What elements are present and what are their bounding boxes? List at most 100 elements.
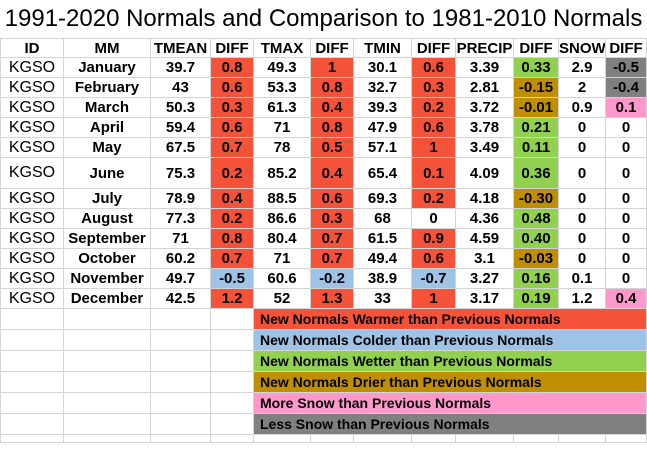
table-cell: 60.2: [150, 248, 211, 269]
table-cell: 49.4: [353, 248, 412, 269]
legend-swatch: Less Snow than Previous Normals: [253, 413, 647, 435]
table-row: KGSO February 43 0.6 53.3 0.8 32.7 0.3 2.81 -0.15…: [0, 77, 647, 98]
legend-swatch: New Normals Colder than Previous Normals: [253, 329, 647, 351]
empty-cell: [513, 434, 559, 443]
table-cell: 4.36: [455, 208, 514, 229]
table-row: KGSO December 42.5 1.2 52 1.3 33 1 3.17 0.19 1.2 0.…: [0, 288, 647, 309]
legend-row: New Normals Warmer than Previous Normals: [0, 308, 647, 330]
table-body: ID MM TMEAN DIFF TMAX DIFF TMIN DIFF PRECIP DIFF S…: [0, 38, 647, 443]
table-cell: July: [63, 188, 151, 209]
table-cell: 43: [150, 77, 211, 98]
table-cell: 0: [605, 268, 647, 289]
table-cell: 0: [605, 228, 647, 249]
table-cell: 4.18: [455, 188, 514, 209]
table-cell: 61.5: [353, 228, 412, 249]
table-cell: -0.5: [210, 268, 254, 289]
table-cell: 0.6: [411, 117, 456, 138]
table-cell: 67.5: [150, 137, 211, 158]
table-cell: March: [63, 97, 151, 118]
table-cell: 3.78: [455, 117, 514, 138]
table-cell: -0.30: [513, 188, 559, 209]
table-cell: 0: [411, 208, 456, 229]
table-cell: 4.09: [455, 157, 514, 189]
column-header: MM: [63, 38, 151, 58]
normals-table-container: ID MM TMEAN DIFF TMAX DIFF TMIN DIFF PRECIP DIFF S…: [0, 38, 647, 443]
table-cell: May: [63, 137, 151, 158]
table-cell: 0.21: [513, 117, 559, 138]
empty-cell: [210, 434, 254, 443]
empty-cell: [150, 392, 211, 414]
table-cell: KGSO: [0, 288, 64, 309]
table-cell: 47.9: [353, 117, 412, 138]
table-cell: 0.5: [310, 137, 354, 158]
empty-cell: [63, 350, 151, 372]
table-cell: 0.6: [210, 117, 254, 138]
table-cell: 77.3: [150, 208, 211, 229]
empty-cell: [353, 434, 412, 443]
table-cell: 33: [353, 288, 412, 309]
table-cell: 0: [605, 137, 647, 158]
table-row: KGSO January 39.7 0.8 49.3 1 30.1 0.6 3.39 0.33 2.…: [0, 57, 647, 78]
legend-label: New Normals Drier than Previous Normals: [260, 374, 542, 390]
table-cell: 0: [558, 248, 606, 269]
table-cell: 39.3: [353, 97, 412, 118]
table-row: KGSO April 59.4 0.6 71 0.8 47.9 0.6 3.78 0.21 0 0: [0, 117, 647, 138]
table-cell: 0.2: [411, 188, 456, 209]
table-cell: 0: [558, 117, 606, 138]
empty-cell: [558, 434, 606, 443]
column-header: SNOW: [558, 38, 606, 58]
legend-swatch: New Normals Wetter than Previous Normals: [253, 350, 647, 372]
table-cell: 2.9: [558, 57, 606, 78]
table-cell: 0: [558, 157, 606, 189]
empty-cell: [0, 413, 64, 435]
table-cell: 0: [558, 188, 606, 209]
empty-row: [0, 434, 647, 443]
empty-cell: [411, 434, 456, 443]
table-cell: 0.4: [310, 157, 354, 189]
table-cell: 0.8: [310, 117, 354, 138]
table-cell: -0.03: [513, 248, 559, 269]
table-cell: KGSO: [0, 97, 64, 118]
table-cell: 30.1: [353, 57, 412, 78]
empty-cell: [63, 434, 151, 443]
table-cell: -0.4: [605, 77, 647, 98]
table-cell: 0.1: [605, 97, 647, 118]
table-cell: 88.5: [253, 188, 311, 209]
header-row: ID MM TMEAN DIFF TMAX DIFF TMIN DIFF PRECIP DIFF S…: [0, 38, 647, 58]
table-cell: 3.27: [455, 268, 514, 289]
table-cell: KGSO: [0, 228, 64, 249]
table-row: KGSO August 77.3 0.2 86.6 0.3 68 0 4.36 0.48 0 0: [0, 208, 647, 229]
table-cell: 0: [605, 208, 647, 229]
table-cell: 59.4: [150, 117, 211, 138]
empty-cell: [0, 329, 64, 351]
table-cell: -0.15: [513, 77, 559, 98]
table-cell: 85.2: [253, 157, 311, 189]
table-cell: 4.59: [455, 228, 514, 249]
table-cell: 75.3: [150, 157, 211, 189]
table-cell: 68: [353, 208, 412, 229]
table-cell: 78.9: [150, 188, 211, 209]
empty-cell: [150, 434, 211, 443]
column-header: TMAX: [253, 38, 311, 58]
empty-cell: [310, 434, 354, 443]
table-cell: 3.39: [455, 57, 514, 78]
empty-cell: [210, 329, 254, 351]
table-cell: 0: [605, 188, 647, 209]
table-cell: 2.81: [455, 77, 514, 98]
table-cell: 0.48: [513, 208, 559, 229]
empty-cell: [150, 413, 211, 435]
table-cell: 1.2: [210, 288, 254, 309]
column-header: DIFF: [310, 38, 354, 58]
table-cell: 0.6: [411, 57, 456, 78]
table-row: KGSO June 75.3 0.2 85.2 0.4 65.4 0.1 4.09 0.36 0 0: [0, 157, 647, 189]
table-row: KGSO March 50.3 0.3 61.3 0.4 39.3 0.2 3.72 -0.01 0…: [0, 97, 647, 118]
table-cell: 60.6: [253, 268, 311, 289]
table-cell: 49.7: [150, 268, 211, 289]
empty-cell: [455, 434, 514, 443]
empty-cell: [0, 308, 64, 330]
table-cell: KGSO: [0, 157, 64, 189]
column-header: PRECIP: [455, 38, 514, 58]
legend-label: More Snow than Previous Normals: [260, 395, 492, 411]
table-cell: 39.7: [150, 57, 211, 78]
table-cell: 0.3: [411, 77, 456, 98]
